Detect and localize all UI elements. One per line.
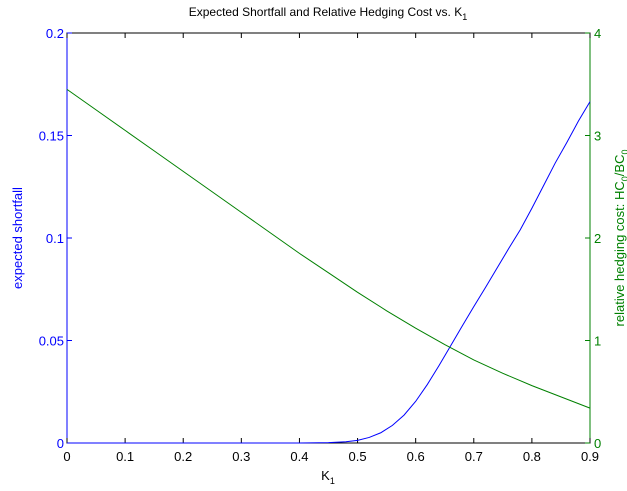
right-y-tick-label: 3: [594, 129, 601, 144]
x-tick-label: 0.6: [407, 449, 425, 464]
right-y-label-sub2: 0: [620, 150, 627, 155]
right-y-tick-label: 0: [594, 436, 601, 451]
x-tick-label: 0.1: [116, 449, 134, 464]
left-y-axis-label: expected shortfall: [10, 187, 25, 289]
left-y-tick-label: 0.15: [39, 129, 64, 144]
x-ticks: 0 0.1 0.2 0.3 0.4 0.5 0.6 0.7 0.8 0.9: [63, 33, 599, 464]
relative-hedging-cost-line: [66, 88, 591, 409]
expected-shortfall-line: [67, 101, 591, 444]
right-y-tick-label: 1: [594, 334, 601, 349]
chart-title-sub: 1: [462, 12, 467, 22]
x-tick-label: 0.9: [581, 449, 599, 464]
x-axis-label: K1: [321, 468, 335, 486]
right-y-label-mid: /BC: [612, 155, 627, 177]
chart-title: Expected Shortfall and Relative Hedging …: [189, 5, 468, 22]
x-tick-label: 0.3: [232, 449, 250, 464]
left-y-tick-label: 0: [57, 436, 64, 451]
left-y-tick-label: 0.2: [46, 26, 64, 41]
right-y-label-sub1: 0: [620, 176, 627, 181]
x-tick-label: 0.8: [523, 449, 541, 464]
left-y-tick-label: 0.05: [39, 334, 64, 349]
left-y-tick-label: 0.1: [46, 231, 64, 246]
right-y-axis-label: relative hedging cost: HC0/BC0: [612, 150, 627, 327]
x-tick-label: 0.5: [349, 449, 367, 464]
x-tick-label: 0.7: [465, 449, 483, 464]
x-tick-label: 0.4: [290, 449, 308, 464]
chart-title-main: Expected Shortfall and Relative Hedging …: [189, 5, 462, 19]
x-tick-label: 0.2: [174, 449, 192, 464]
series-layer: [66, 88, 591, 444]
x-tick-label: 0: [63, 449, 70, 464]
x-axis-label-main: K: [321, 468, 330, 483]
plot-area: [66, 32, 591, 444]
right-y-tick-label: 4: [594, 26, 601, 41]
right-y-label-main: relative hedging cost: HC: [612, 181, 627, 326]
right-y-ticks: 0 1 2 3 4: [585, 26, 601, 451]
right-y-tick-label: 2: [594, 231, 601, 246]
x-axis-label-sub: 1: [330, 476, 335, 486]
